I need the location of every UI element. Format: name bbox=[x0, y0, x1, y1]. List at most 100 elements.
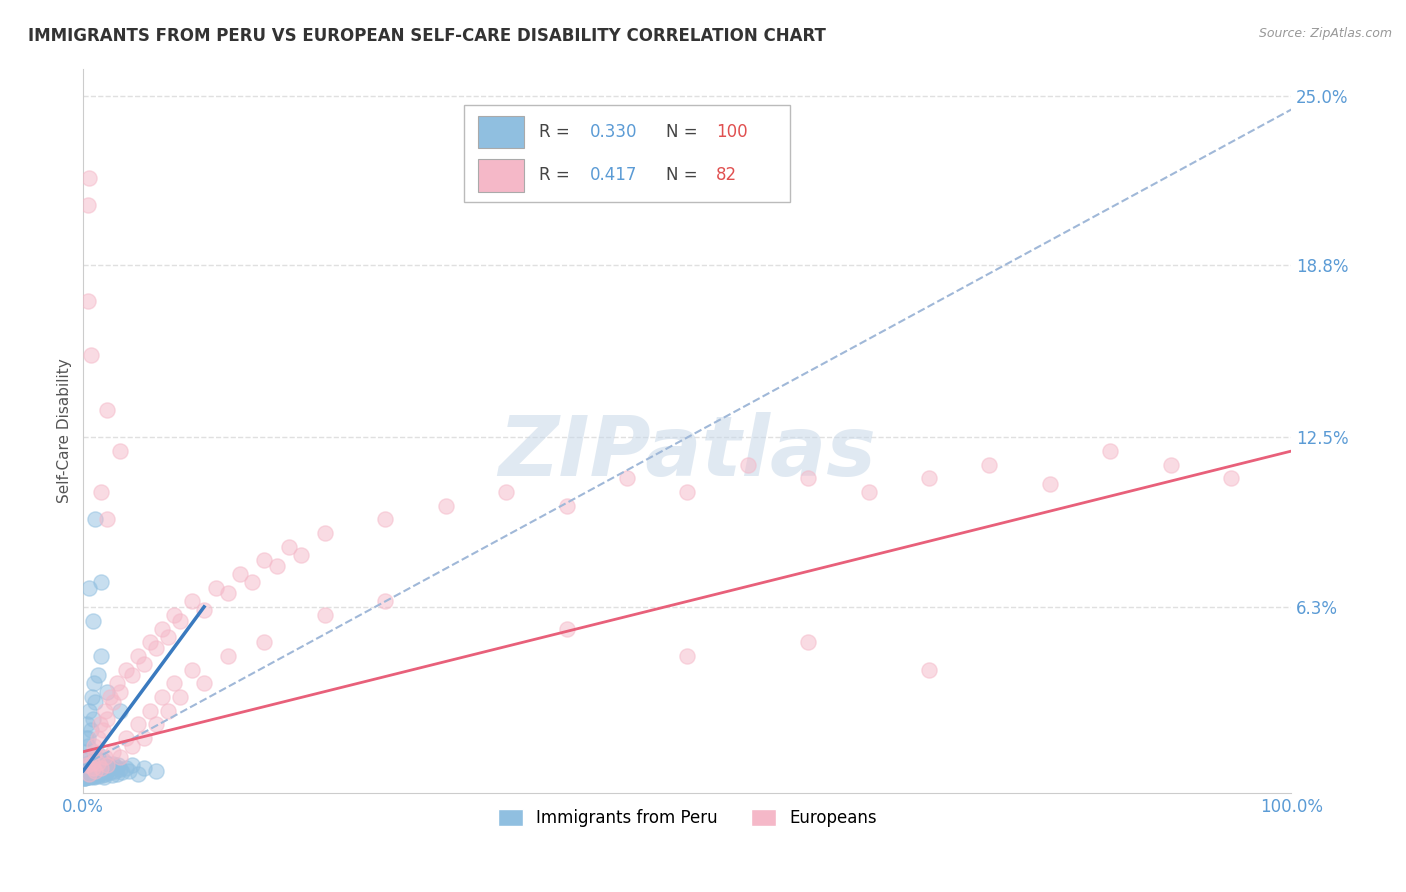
Point bbox=[84, 764, 107, 778]
Point bbox=[82, 614, 104, 628]
Point bbox=[156, 630, 179, 644]
Text: N =: N = bbox=[665, 166, 703, 185]
Point bbox=[918, 663, 941, 677]
Point bbox=[77, 768, 100, 782]
Point bbox=[96, 758, 118, 772]
Point bbox=[77, 293, 100, 308]
FancyBboxPatch shape bbox=[464, 104, 790, 202]
Point bbox=[169, 614, 191, 628]
Point bbox=[217, 586, 239, 600]
Point bbox=[127, 766, 149, 780]
Point bbox=[76, 717, 98, 731]
Point bbox=[100, 761, 122, 775]
Point bbox=[80, 769, 103, 783]
Point bbox=[90, 759, 112, 773]
Point bbox=[94, 764, 117, 779]
Point bbox=[76, 766, 98, 780]
Point bbox=[108, 444, 131, 458]
Legend: Immigrants from Peru, Europeans: Immigrants from Peru, Europeans bbox=[489, 800, 886, 835]
Point bbox=[132, 731, 155, 745]
Point bbox=[676, 648, 699, 663]
Point bbox=[205, 581, 228, 595]
Text: IMMIGRANTS FROM PERU VS EUROPEAN SELF-CARE DISABILITY CORRELATION CHART: IMMIGRANTS FROM PERU VS EUROPEAN SELF-CA… bbox=[28, 27, 825, 45]
Point bbox=[94, 750, 117, 764]
Point bbox=[374, 594, 396, 608]
Point bbox=[82, 712, 104, 726]
Point bbox=[94, 766, 117, 780]
Point bbox=[83, 760, 105, 774]
Point bbox=[79, 750, 101, 764]
Point bbox=[96, 756, 118, 770]
Point bbox=[253, 635, 276, 649]
Point bbox=[163, 608, 186, 623]
Point bbox=[737, 458, 759, 472]
Point bbox=[108, 704, 131, 718]
Point bbox=[75, 761, 97, 775]
Point bbox=[121, 668, 143, 682]
Point bbox=[121, 739, 143, 754]
Point bbox=[77, 756, 100, 770]
Point bbox=[374, 512, 396, 526]
Point bbox=[103, 756, 125, 771]
Point bbox=[75, 731, 97, 745]
Text: N =: N = bbox=[665, 123, 703, 141]
Point bbox=[80, 767, 103, 781]
Point bbox=[75, 768, 97, 782]
Point bbox=[79, 769, 101, 783]
Point bbox=[114, 663, 136, 677]
Point bbox=[495, 485, 517, 500]
Point bbox=[314, 608, 336, 623]
Point bbox=[111, 765, 134, 780]
Point bbox=[145, 640, 167, 655]
Point bbox=[96, 512, 118, 526]
Point bbox=[79, 766, 101, 780]
Point bbox=[150, 690, 173, 704]
Point bbox=[80, 690, 103, 704]
Point bbox=[277, 540, 299, 554]
Text: 82: 82 bbox=[716, 166, 737, 185]
Point bbox=[82, 769, 104, 783]
Point bbox=[94, 704, 117, 718]
Point bbox=[80, 756, 103, 770]
Point bbox=[90, 648, 112, 663]
Text: R =: R = bbox=[538, 123, 575, 141]
Point bbox=[1219, 471, 1241, 485]
Point bbox=[87, 769, 110, 783]
Point bbox=[193, 676, 215, 690]
Point bbox=[73, 770, 96, 784]
Point bbox=[132, 761, 155, 775]
Point bbox=[76, 769, 98, 783]
Point bbox=[77, 769, 100, 783]
Point bbox=[86, 762, 108, 776]
Point bbox=[1160, 458, 1182, 472]
Point bbox=[83, 753, 105, 767]
Point bbox=[77, 198, 100, 212]
Point bbox=[79, 170, 101, 185]
Point bbox=[87, 668, 110, 682]
Point bbox=[217, 648, 239, 663]
Point bbox=[193, 602, 215, 616]
Point bbox=[76, 758, 98, 772]
Point bbox=[83, 770, 105, 784]
Point bbox=[145, 764, 167, 778]
Point bbox=[98, 690, 121, 704]
Point bbox=[91, 767, 114, 781]
Point bbox=[79, 770, 101, 784]
Point bbox=[979, 458, 1001, 472]
Point bbox=[91, 753, 114, 767]
Point bbox=[75, 764, 97, 778]
Point bbox=[83, 764, 105, 778]
Point bbox=[101, 768, 124, 782]
Point bbox=[82, 766, 104, 780]
Point bbox=[73, 769, 96, 783]
Point bbox=[76, 769, 98, 783]
Point bbox=[75, 766, 97, 780]
Point bbox=[73, 771, 96, 785]
Point bbox=[103, 745, 125, 759]
Point bbox=[79, 581, 101, 595]
Point bbox=[79, 348, 101, 362]
Point bbox=[138, 704, 160, 718]
Point bbox=[181, 594, 204, 608]
Point bbox=[77, 731, 100, 745]
Text: 0.417: 0.417 bbox=[589, 166, 637, 185]
